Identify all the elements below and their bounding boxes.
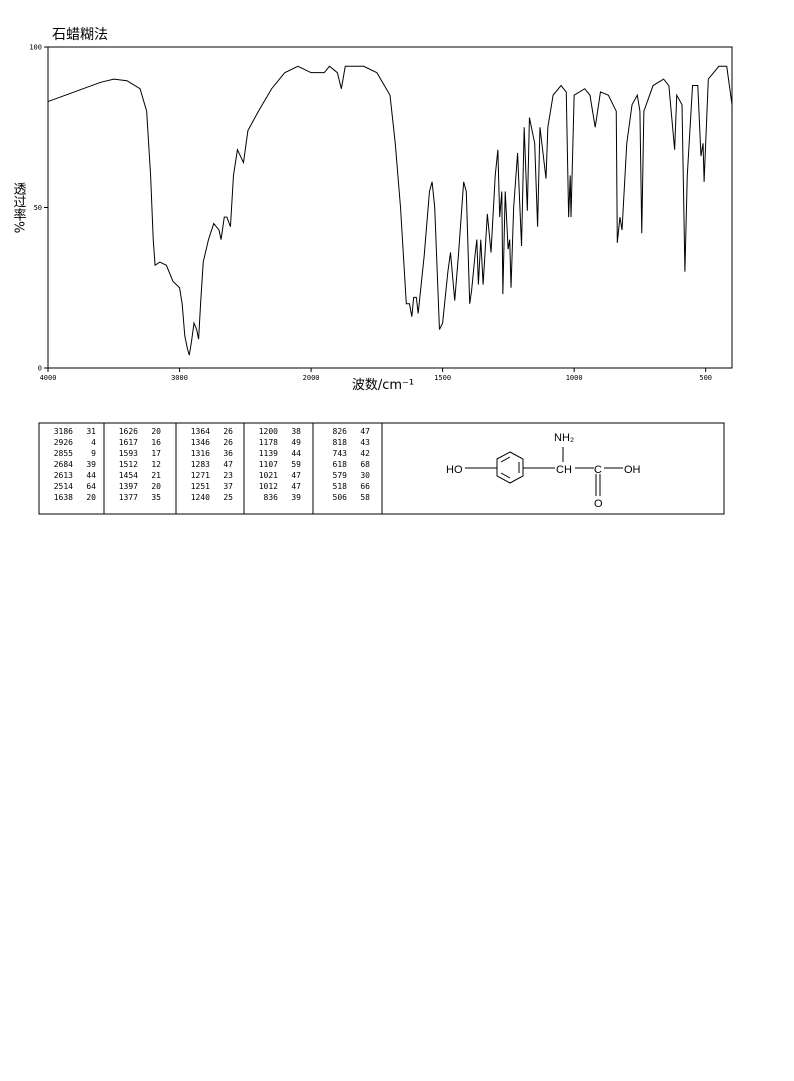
transmittance-cell: 42 [360, 449, 370, 458]
transmittance-cell: 31 [86, 427, 96, 436]
transmittance-cell: 44 [291, 449, 301, 458]
wavenumber-cell: 1512 [119, 460, 138, 469]
transmittance-cell: 20 [86, 493, 96, 502]
x-tick-label: 500 [699, 374, 712, 382]
benzene-ring [496, 451, 524, 484]
transmittance-cell: 43 [360, 438, 370, 447]
wavenumber-cell: 1021 [259, 471, 278, 480]
transmittance-cell: 4 [91, 438, 96, 447]
transmittance-cell: 30 [360, 471, 370, 480]
y-tick-label: 0 [38, 365, 42, 373]
wavenumber-cell: 2684 [54, 460, 73, 469]
atom-label: OH [624, 464, 641, 476]
atom-label: HO [446, 464, 463, 476]
y-axis-label: 透过率% [11, 182, 27, 233]
wavenumber-cell: 1251 [191, 482, 210, 491]
transmittance-cell: 47 [291, 482, 301, 491]
transmittance-cell: 47 [360, 427, 370, 436]
transmittance-cell: 17 [151, 449, 161, 458]
transmittance-cell: 20 [151, 482, 161, 491]
transmittance-cell: 26 [223, 438, 233, 447]
wavenumber-cell: 1346 [191, 438, 210, 447]
structure-labels: NH₂ HO CH C OH O [446, 432, 641, 510]
transmittance-cell: 35 [151, 493, 161, 502]
atom-label: CH [556, 464, 572, 476]
wavenumber-cell: 1377 [119, 493, 138, 502]
atom-label: O [594, 498, 603, 510]
transmittance-cell: 58 [360, 493, 370, 502]
transmittance-cell: 47 [291, 471, 301, 480]
wavenumber-cell: 518 [333, 482, 348, 491]
atom-label: NH₂ [554, 432, 574, 444]
transmittance-cell: 26 [223, 427, 233, 436]
wavenumber-cell: 1178 [259, 438, 278, 447]
wavenumber-cell: 836 [264, 493, 279, 502]
transmittance-cell: 37 [223, 482, 233, 491]
wavenumber-cell: 3186 [54, 427, 73, 436]
wavenumber-cell: 506 [333, 493, 348, 502]
x-tick-label: 1500 [434, 374, 451, 382]
wavenumber-cell: 2855 [54, 449, 73, 458]
wavenumber-cell: 1283 [191, 460, 210, 469]
wavenumber-cell: 1626 [119, 427, 138, 436]
y-tick-label: 50 [34, 204, 42, 212]
wavenumber-cell: 579 [333, 471, 348, 480]
transmittance-cell: 66 [360, 482, 370, 491]
wavenumber-cell: 2926 [54, 438, 73, 447]
wavenumber-cell: 1316 [191, 449, 210, 458]
wavenumber-cell: 743 [333, 449, 348, 458]
transmittance-cell: 23 [223, 471, 233, 480]
wavenumber-cell: 2613 [54, 471, 73, 480]
wavenumber-cell: 1271 [191, 471, 210, 480]
wavenumber-cell: 826 [333, 427, 348, 436]
wavenumber-cell: 1139 [259, 449, 278, 458]
spectrum-line [47, 65, 733, 356]
wavenumber-cell: 1240 [191, 493, 210, 502]
transmittance-cell: 59 [291, 460, 301, 469]
transmittance-cell: 47 [223, 460, 233, 469]
transmittance-cell: 36 [223, 449, 233, 458]
wavenumber-cell: 1638 [54, 493, 73, 502]
transmittance-cell: 68 [360, 460, 370, 469]
bond [500, 472, 511, 479]
x-axis-label: 波数/cm⁻¹ [352, 378, 414, 393]
transmittance-cell: 38 [291, 427, 301, 436]
wavenumber-cell: 618 [333, 460, 348, 469]
x-tick-label: 3000 [171, 374, 188, 382]
transmittance-cell: 39 [291, 493, 301, 502]
wavenumber-cell: 1364 [191, 427, 210, 436]
transmittance-cell: 16 [151, 438, 161, 447]
x-tick-label: 2000 [303, 374, 320, 382]
transmittance-cell: 21 [151, 471, 161, 480]
transmittance-cell: 39 [86, 460, 96, 469]
y-tick-label: 100 [29, 44, 42, 52]
wavenumber-cell: 1012 [259, 482, 278, 491]
wavenumber-cell: 818 [333, 438, 348, 447]
wavenumber-cell: 1107 [259, 460, 278, 469]
transmittance-cell: 9 [91, 449, 96, 458]
transmittance-cell: 49 [291, 438, 301, 447]
wavenumber-cell: 1617 [119, 438, 138, 447]
transmittance-cell: 44 [86, 471, 96, 480]
structure [465, 447, 623, 496]
wavenumber-cell: 1593 [119, 449, 138, 458]
chart-title: 石蜡糊法 [52, 27, 108, 43]
transmittance-cell: 64 [86, 482, 96, 491]
wavenumber-cell: 1397 [119, 482, 138, 491]
wavenumber-cell: 1200 [259, 427, 278, 436]
transmittance-cell: 12 [151, 460, 161, 469]
x-tick-label: 4000 [40, 374, 57, 382]
transmittance-cell: 20 [151, 427, 161, 436]
x-tick-label: 1000 [566, 374, 583, 382]
wavenumber-cell: 2514 [54, 482, 73, 491]
atom-label: C [594, 464, 602, 476]
bond [500, 456, 511, 463]
transmittance-cell: 25 [223, 493, 233, 502]
wavenumber-cell: 1454 [119, 471, 138, 480]
